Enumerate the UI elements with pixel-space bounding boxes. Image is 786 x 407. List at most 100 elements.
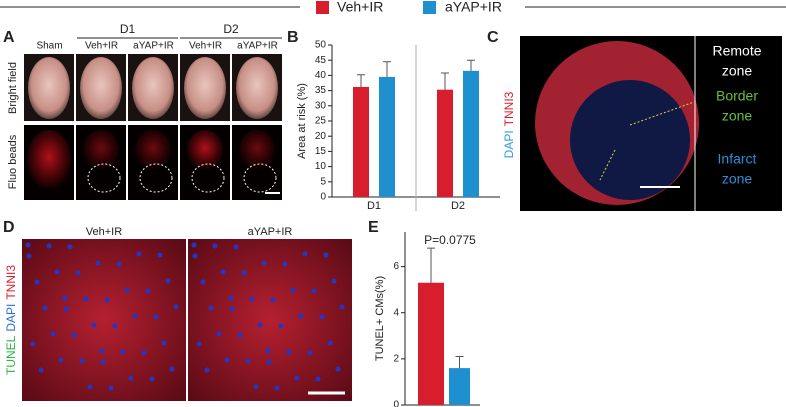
y-tick-label: 40 <box>315 70 327 81</box>
nucleus <box>50 331 56 337</box>
nucleus <box>261 260 267 266</box>
border-line <box>599 149 616 181</box>
zone-label: zone <box>722 171 753 187</box>
nucleus <box>335 366 341 372</box>
y-axis-label: TUNEL+ CMs(%) <box>374 276 386 361</box>
x-tick-label: D1 <box>367 200 381 212</box>
stain-label: DAPI TNNI3 <box>502 91 516 158</box>
error-bar <box>467 59 475 71</box>
legend-swatch <box>423 1 436 14</box>
nucleus <box>30 341 36 347</box>
nucleus <box>278 323 284 329</box>
y-tick-label: 35 <box>315 85 327 96</box>
nucleus <box>253 384 259 390</box>
bar <box>418 282 444 405</box>
stain-word: TNNI3 <box>502 91 516 126</box>
zone-label: Border <box>716 88 758 104</box>
nucleus <box>34 279 40 285</box>
y-tick-label: 15 <box>315 146 327 157</box>
y-tick-label: 30 <box>315 100 327 111</box>
nucleus <box>153 314 159 320</box>
nucleus <box>26 253 32 259</box>
nucleus <box>274 385 280 391</box>
nucleus <box>104 297 110 303</box>
fluo-signal <box>135 130 171 170</box>
nucleus <box>270 297 276 303</box>
column-label: Veh+IR <box>189 41 222 52</box>
nucleus <box>161 340 167 346</box>
error-bar <box>441 72 449 90</box>
error-bar <box>455 356 464 369</box>
y-tick-label: 5 <box>320 176 326 187</box>
nucleus <box>120 349 126 355</box>
heart <box>236 57 278 119</box>
tissue-image <box>188 239 352 401</box>
nucleus <box>124 287 130 293</box>
nucleus <box>87 384 93 390</box>
nucleus <box>298 313 304 319</box>
nucleus <box>132 313 138 319</box>
heart <box>80 57 122 119</box>
bar <box>463 70 479 197</box>
nucleus <box>75 270 81 276</box>
nucleus <box>200 279 206 285</box>
column-label: aYAP+IR <box>237 41 278 52</box>
x-tick-label: D2 <box>451 200 465 212</box>
panel-letter: C <box>487 29 499 46</box>
zone-label: Remote <box>712 43 761 59</box>
zone-label: Infarct <box>718 151 757 167</box>
nucleus <box>204 367 210 373</box>
heart <box>132 57 174 119</box>
stain-label: TUNEL DAPI TNNI3 <box>4 265 18 375</box>
stain-word: TNNI3 <box>4 265 18 300</box>
panel-d: D Veh+IR aYAP+IR TUNEL DAPI TNNI3 <box>3 219 352 401</box>
nucleus <box>169 366 175 372</box>
nucleus <box>290 287 296 293</box>
nucleus <box>245 358 251 364</box>
nucleus <box>208 305 214 311</box>
panel-e: E 0 2 4 6 TUNEL+ CMs(%) P=0.0775 <box>368 219 480 407</box>
nucleus <box>265 348 271 354</box>
y-tick-label: 25 <box>315 116 327 127</box>
nucleus <box>266 359 272 365</box>
zone-label: zone <box>722 63 753 79</box>
bar <box>379 76 395 197</box>
nucleus <box>79 358 85 364</box>
nucleus <box>331 278 337 284</box>
tissue-image <box>22 239 186 401</box>
image-title: Veh+IR <box>86 226 122 238</box>
nucleus <box>311 288 317 294</box>
nucleus <box>91 322 97 328</box>
stain-word: DAPI <box>502 130 516 158</box>
nucleus <box>307 350 313 356</box>
nucleus <box>38 367 44 373</box>
annotation: P=0.0775 <box>424 233 476 247</box>
error-bar <box>357 74 365 87</box>
panel-letter: E <box>368 219 379 236</box>
nucleus <box>54 269 60 275</box>
nucleus <box>67 244 73 250</box>
nucleus <box>141 350 147 356</box>
nucleus <box>191 242 197 248</box>
fluo-signal <box>239 130 275 170</box>
nucleus <box>128 375 134 381</box>
legend-swatch <box>316 1 329 14</box>
nucleus <box>302 251 308 257</box>
y-tick-label: 20 <box>315 131 327 142</box>
y-tick-label: 10 <box>315 161 327 172</box>
nucleus <box>99 348 105 354</box>
stain-word: TUNEL <box>4 335 18 375</box>
bar <box>437 89 453 197</box>
panel-letter: A <box>3 29 15 46</box>
nucleus <box>237 332 243 338</box>
nucleus <box>145 288 151 294</box>
panel-letter: D <box>3 219 15 236</box>
infarct-outline <box>139 163 173 193</box>
fluo-signal <box>187 130 223 170</box>
panel-a: A D1 D2 Sham Veh+IR aYAP+IR Veh+IR aYAP+IR Brigh… <box>3 22 282 200</box>
nucleus <box>192 253 198 259</box>
group-label: D1 <box>120 22 136 36</box>
nucleus <box>116 261 122 267</box>
panel-b: B 0 5 10 15 20 25 30 35 40 45 50 Area at risk (%) D1 D… <box>287 29 500 212</box>
